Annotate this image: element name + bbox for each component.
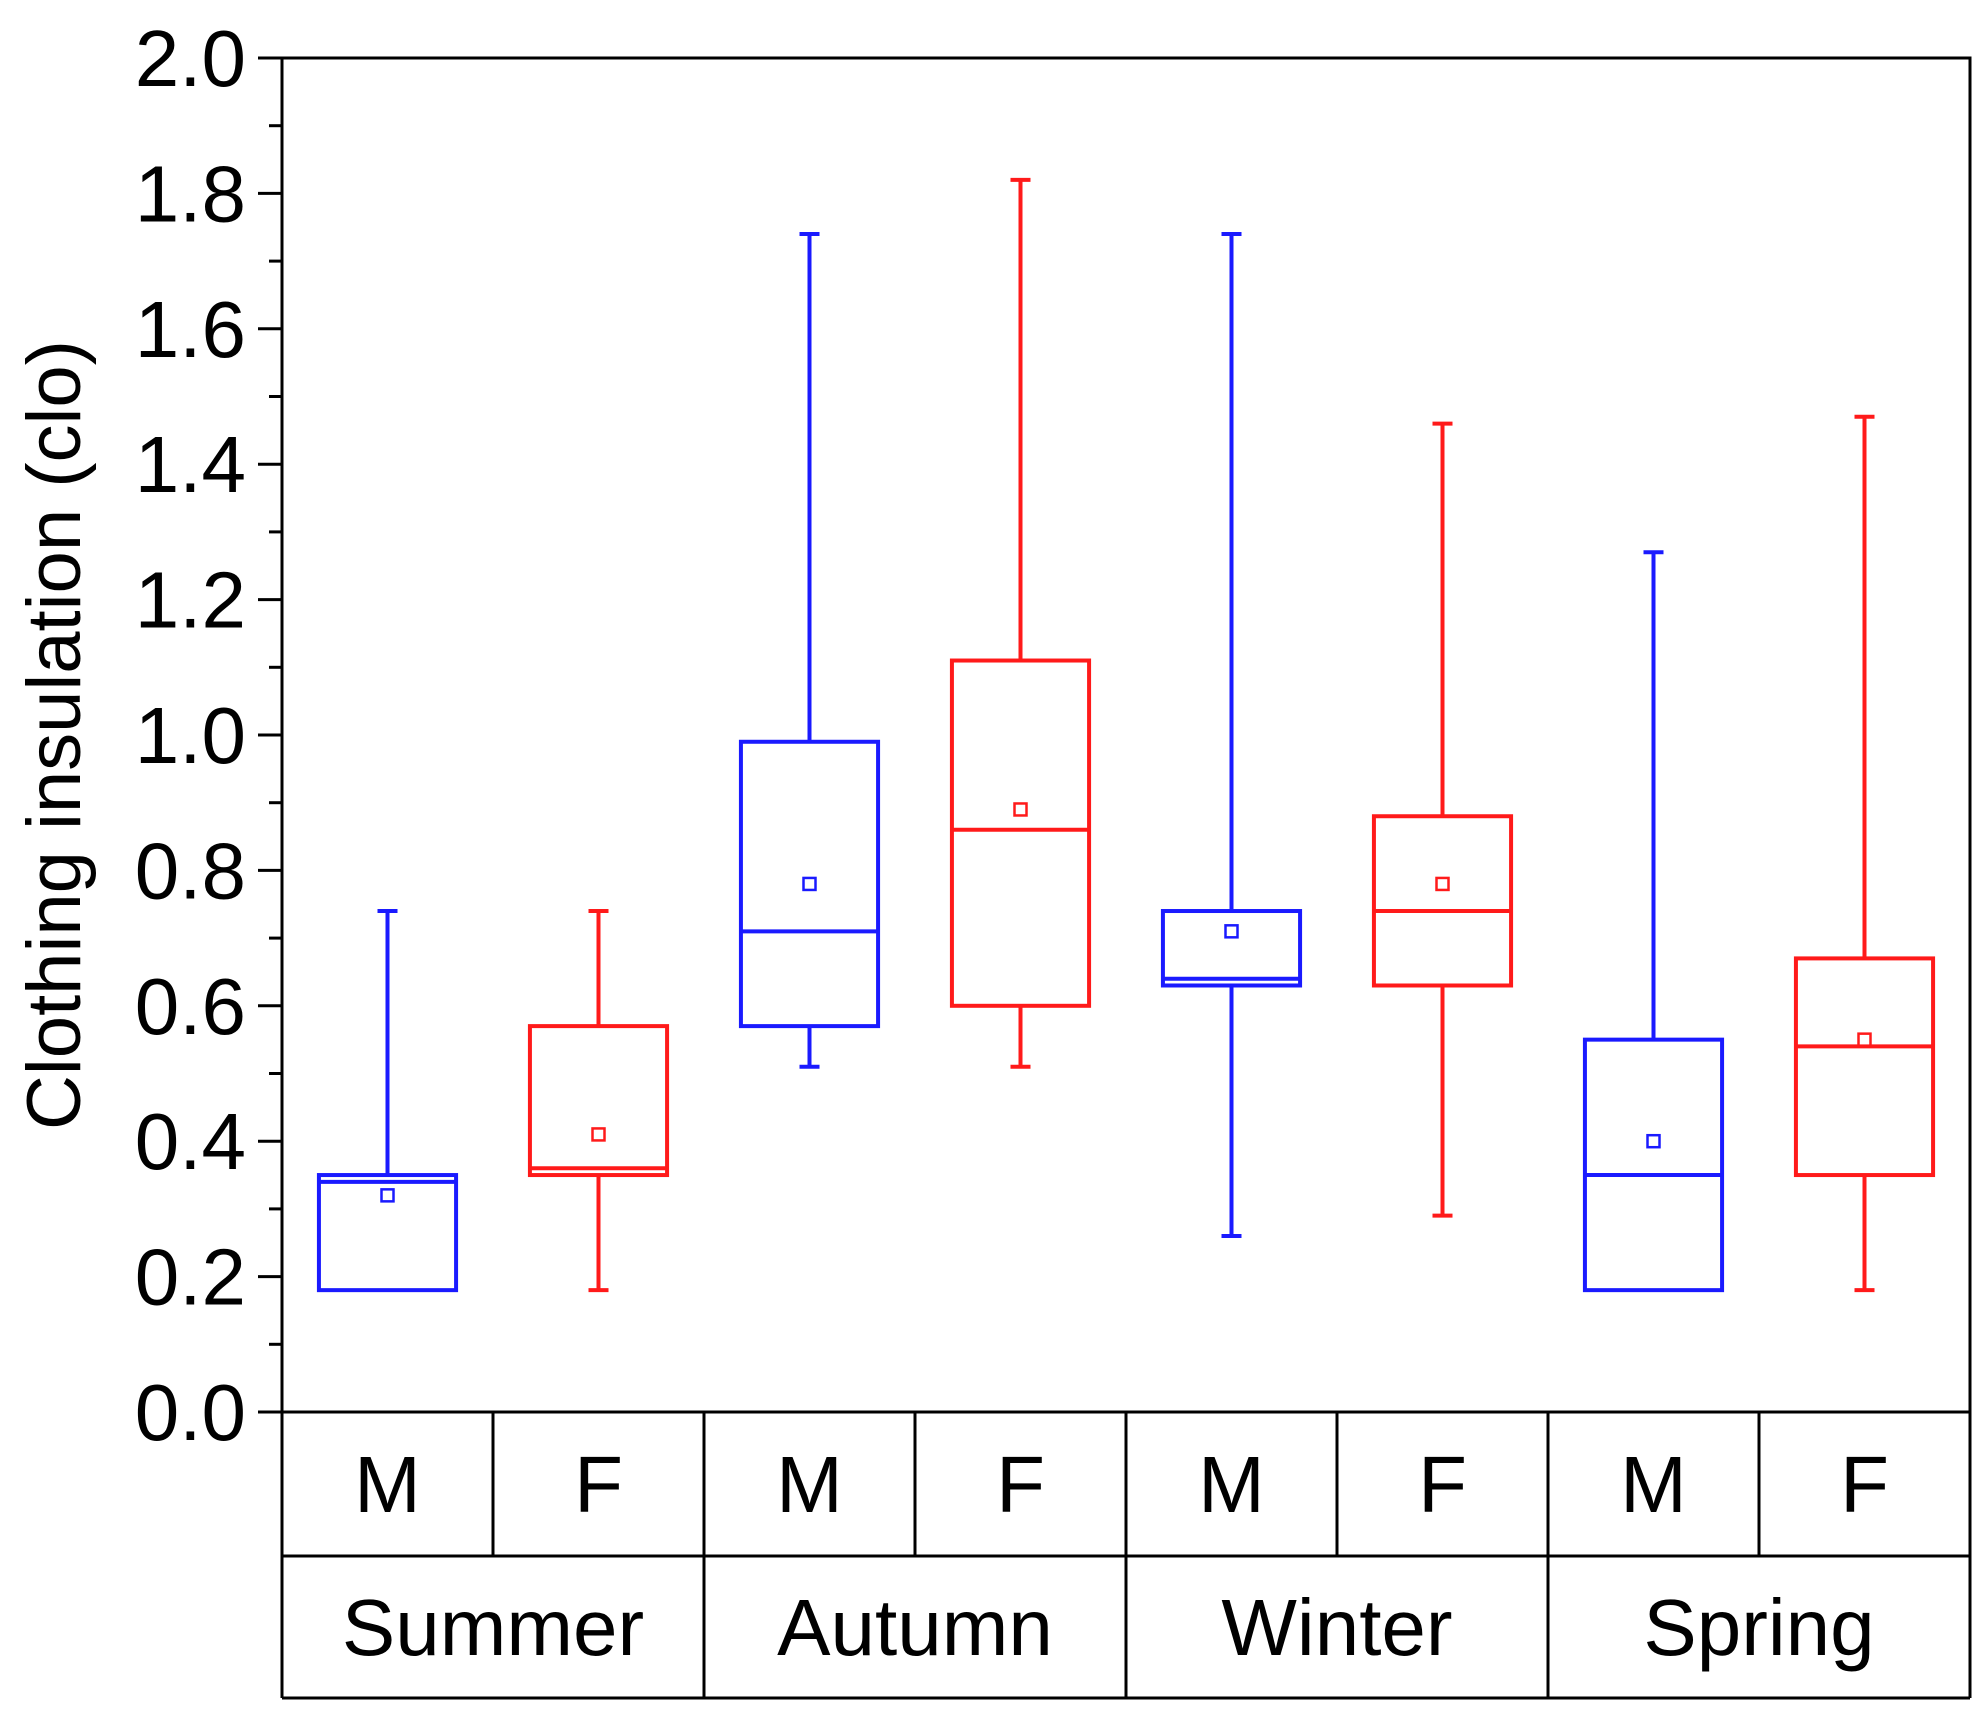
iqr-box <box>1371 814 1514 988</box>
gender-label: F <box>574 1440 623 1529</box>
iqr-box <box>1582 1037 1725 1293</box>
y-tick-label: 0.8 <box>135 826 246 915</box>
season-label: Spring <box>1643 1583 1874 1672</box>
y-tick-label: 0.4 <box>135 1097 246 1186</box>
gender-label: M <box>354 1440 421 1529</box>
mean-marker <box>1435 876 1450 892</box>
iqr-box <box>316 1173 459 1293</box>
y-tick-label: 0.0 <box>135 1368 246 1457</box>
iqr-box <box>527 1024 670 1178</box>
plot-frame <box>280 56 1972 1414</box>
iqr-box <box>1793 956 1936 1178</box>
y-tick-label: 1.0 <box>135 691 246 780</box>
y-tick-label: 2.0 <box>135 14 246 103</box>
y-tick-label: 1.8 <box>135 149 246 238</box>
gender-label: F <box>1840 1440 1889 1529</box>
iqr-box <box>1160 909 1303 988</box>
mean-marker <box>1013 802 1028 817</box>
iqr-box <box>949 658 1092 1008</box>
gender-label: M <box>776 1440 843 1529</box>
y-tick-label: 1.6 <box>135 285 246 374</box>
mean-marker <box>1224 924 1239 939</box>
y-tick-label: 0.6 <box>135 962 246 1051</box>
gender-label: M <box>1620 1440 1687 1529</box>
y-tick-label: 0.2 <box>135 1233 246 1322</box>
mean-marker <box>1646 1133 1661 1149</box>
y-tick-label: 1.2 <box>135 556 246 645</box>
y-axis-title: Clothing insulation (clo) <box>12 340 97 1130</box>
mean-marker <box>591 1127 606 1142</box>
y-tick-label: 1.4 <box>135 420 246 509</box>
mean-marker <box>380 1188 395 1203</box>
iqr-box <box>738 739 881 1029</box>
gender-label: F <box>1418 1440 1467 1529</box>
mean-marker <box>802 876 817 892</box>
gender-label: F <box>996 1440 1045 1529</box>
season-label: Winter <box>1221 1583 1452 1672</box>
gender-label: M <box>1198 1440 1265 1529</box>
season-label: Autumn <box>777 1583 1053 1672</box>
mean-marker <box>1857 1032 1872 1047</box>
season-label: Summer <box>342 1583 644 1672</box>
